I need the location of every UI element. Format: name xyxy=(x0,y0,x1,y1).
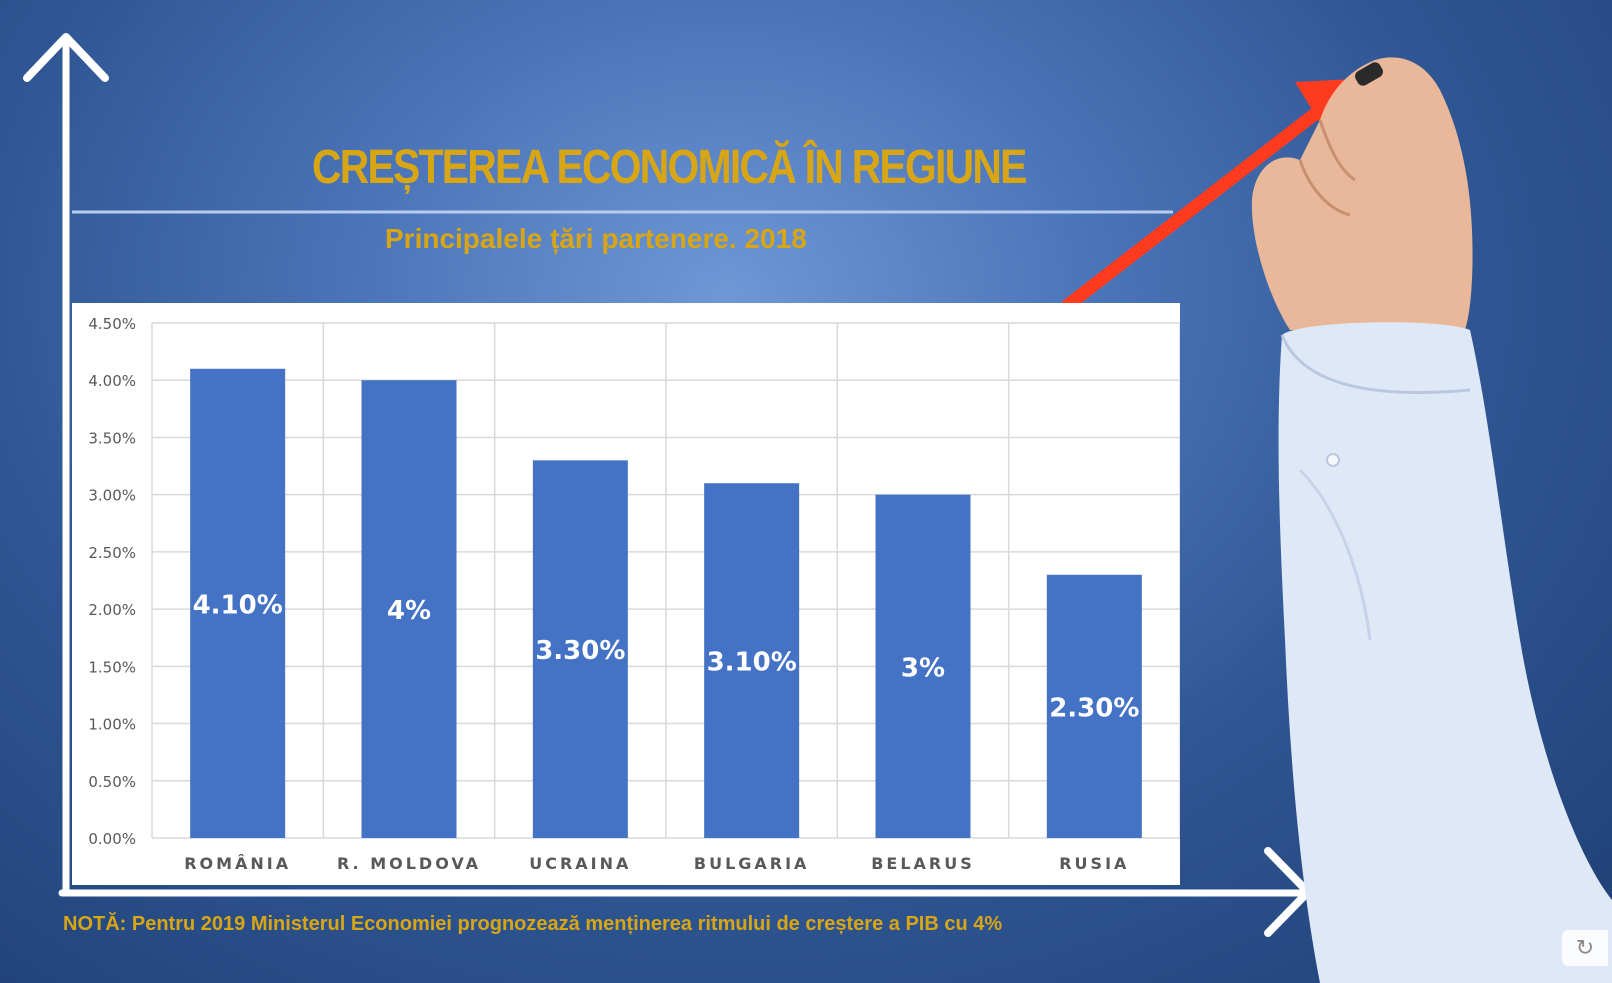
y-tick-label: 0.00% xyxy=(88,830,136,848)
footnote: NOTĂ: Pentru 2019 Ministerul Economiei p… xyxy=(63,913,1003,935)
y-tick-label: 1.50% xyxy=(88,658,136,676)
bar-data-label: 4% xyxy=(387,596,431,626)
y-tick-label: 3.50% xyxy=(88,429,136,447)
y-tick-label: 3.00% xyxy=(88,487,136,505)
chart-gridlines xyxy=(151,322,1180,839)
x-category-label: ROMÂNIA xyxy=(184,854,291,873)
bar xyxy=(1046,574,1142,838)
y-tick-label: 0.50% xyxy=(88,773,136,791)
bar xyxy=(361,380,457,838)
refresh-icon: ↻ xyxy=(1575,935,1595,960)
x-category-label: RUSIA xyxy=(1059,854,1129,873)
y-tick-label: 4.00% xyxy=(88,372,136,390)
bar xyxy=(532,460,628,838)
x-category-label: R. MOLDOVA xyxy=(337,854,481,873)
y-tick-label: 4.50% xyxy=(88,315,136,333)
bar-data-label: 2.30% xyxy=(1049,693,1139,723)
chart-labels: 0.00% 0.50% 1.00% 1.50% 2.00% 2.50% 3.00% 3.50%… xyxy=(88,315,1139,873)
bar-data-label: 4.10% xyxy=(193,590,283,620)
y-tick-label: 2.50% xyxy=(88,544,136,562)
page-title: CREȘTEREA ECONOMICĂ ÎN REGIUNE xyxy=(312,141,1027,194)
x-category-label: BULGARIA xyxy=(694,854,810,873)
bar xyxy=(704,483,800,838)
x-category-label: BELARUS xyxy=(871,854,975,873)
bar-chart: 0.00% 0.50% 1.00% 1.50% 2.00% 2.50% 3.00% 3.50%… xyxy=(88,315,1180,873)
y-tick-label: 1.00% xyxy=(88,716,136,734)
trend-arrow-shaft xyxy=(1061,103,1327,312)
bar-data-label: 3.30% xyxy=(535,636,625,666)
y-tick-label: 2.00% xyxy=(88,601,136,619)
x-category-label: UCRAINA xyxy=(529,854,631,873)
bar xyxy=(190,368,286,838)
chart-panel: 0.00% 0.50% 1.00% 1.50% 2.00% 2.50% 3.00% 3.50%… xyxy=(72,303,1180,885)
hand-with-marker-icon xyxy=(1251,57,1612,983)
bar-data-label: 3.10% xyxy=(707,648,797,678)
refresh-button[interactable]: ↻ xyxy=(1562,930,1608,966)
page-subtitle: Principalele țări partenere. 2018 xyxy=(385,223,807,254)
bar xyxy=(875,494,971,838)
axis-arrow-icon xyxy=(23,33,109,82)
chart-bars xyxy=(190,368,1142,838)
bar-data-label: 3% xyxy=(901,653,945,683)
